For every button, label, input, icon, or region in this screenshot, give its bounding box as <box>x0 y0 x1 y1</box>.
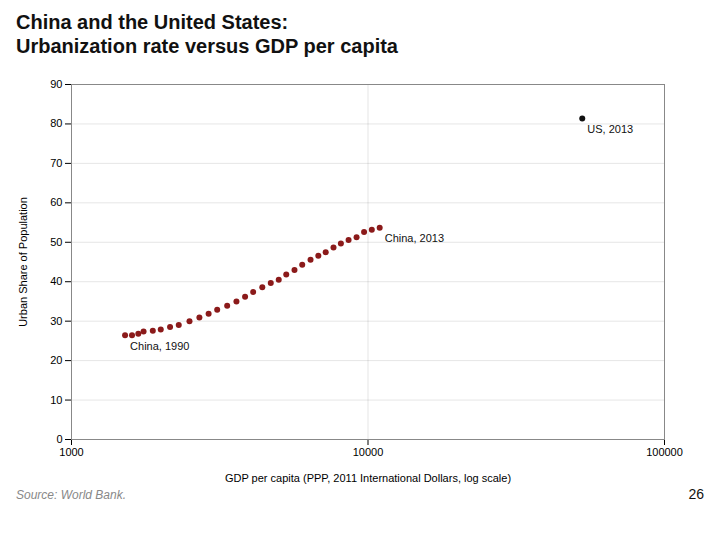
html-text:Urbanization rate versus GDP p: Urbanization rate versus GDP per capita <box>16 35 398 57</box>
svg-text:1000: 1000 <box>59 446 83 458</box>
svg-text:50: 50 <box>50 236 62 248</box>
svg-text:China, 1990: China, 1990 <box>130 340 189 352</box>
svg-text:10000: 10000 <box>353 446 384 458</box>
svg-text:80: 80 <box>50 117 62 129</box>
html-text:China and the United States:: China and the United States: <box>16 11 289 33</box>
svg-text:US, 2013: US, 2013 <box>587 123 633 135</box>
svg-text:China, 2013: China, 2013 <box>385 232 444 244</box>
svg-text:20: 20 <box>50 354 62 366</box>
svg-text:GDP per capita (PPP, 2011 Inte: GDP per capita (PPP, 2011 International … <box>225 472 511 484</box>
html-text:Source: World Bank.: Source: World Bank. <box>16 488 126 502</box>
svg-text:Urban Share of Population: Urban Share of Population <box>17 197 29 327</box>
svg-text:10: 10 <box>50 394 62 406</box>
svg-text:0: 0 <box>56 433 62 445</box>
svg-text:100000: 100000 <box>646 446 683 458</box>
svg-text:60: 60 <box>50 196 62 208</box>
svg-text:90: 90 <box>50 78 62 90</box>
svg-text:30: 30 <box>50 315 62 327</box>
html-text:26: 26 <box>688 486 704 502</box>
svg-text:70: 70 <box>50 157 62 169</box>
svg-text:40: 40 <box>50 275 62 287</box>
